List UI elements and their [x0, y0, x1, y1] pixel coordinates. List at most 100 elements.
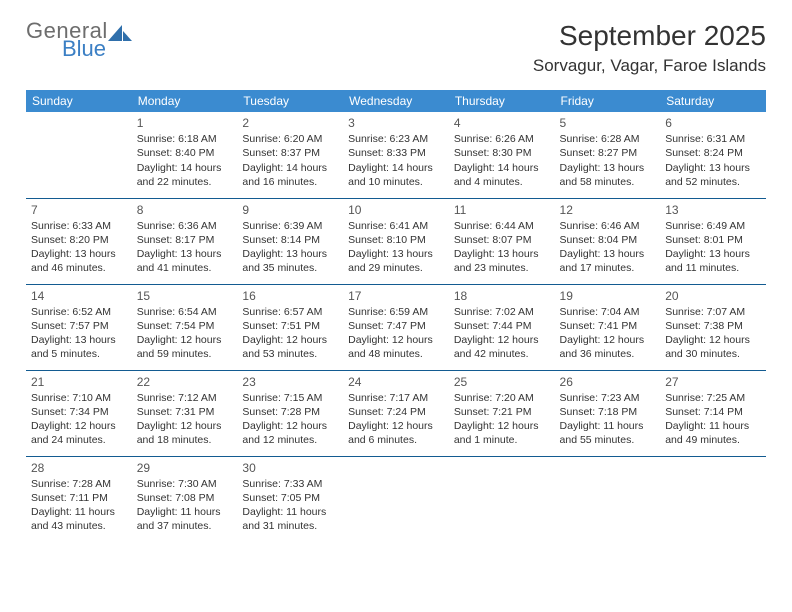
- calendar-day-cell: 29Sunrise: 7:30 AMSunset: 7:08 PMDayligh…: [132, 456, 238, 542]
- calendar-day-cell: 6Sunrise: 6:31 AMSunset: 8:24 PMDaylight…: [660, 112, 766, 198]
- sunset-text: Sunset: 8:20 PM: [31, 233, 127, 247]
- logo-line2: Blue: [62, 38, 108, 60]
- calendar-week-row: 14Sunrise: 6:52 AMSunset: 7:57 PMDayligh…: [26, 284, 766, 370]
- calendar-day-cell: 27Sunrise: 7:25 AMSunset: 7:14 PMDayligh…: [660, 370, 766, 456]
- daylight-text: Daylight: 12 hours and 53 minutes.: [242, 333, 338, 361]
- day-number: 25: [454, 374, 550, 390]
- sunset-text: Sunset: 7:28 PM: [242, 405, 338, 419]
- sunset-text: Sunset: 8:04 PM: [560, 233, 656, 247]
- day-number: 13: [665, 202, 761, 218]
- sunrise-text: Sunrise: 7:28 AM: [31, 477, 127, 491]
- calendar-week-row: 21Sunrise: 7:10 AMSunset: 7:34 PMDayligh…: [26, 370, 766, 456]
- day-number: 19: [560, 288, 656, 304]
- sunrise-text: Sunrise: 6:52 AM: [31, 305, 127, 319]
- sunrise-text: Sunrise: 6:46 AM: [560, 219, 656, 233]
- calendar-day-cell: 13Sunrise: 6:49 AMSunset: 8:01 PMDayligh…: [660, 198, 766, 284]
- calendar-day-cell: 19Sunrise: 7:04 AMSunset: 7:41 PMDayligh…: [555, 284, 661, 370]
- sunset-text: Sunset: 7:44 PM: [454, 319, 550, 333]
- sunset-text: Sunset: 7:31 PM: [137, 405, 233, 419]
- daylight-text: Daylight: 12 hours and 6 minutes.: [348, 419, 444, 447]
- calendar-day-cell: 25Sunrise: 7:20 AMSunset: 7:21 PMDayligh…: [449, 370, 555, 456]
- daylight-text: Daylight: 11 hours and 49 minutes.: [665, 419, 761, 447]
- calendar-day-cell: 1Sunrise: 6:18 AMSunset: 8:40 PMDaylight…: [132, 112, 238, 198]
- sunrise-text: Sunrise: 7:25 AM: [665, 391, 761, 405]
- logo-sail-icon: [108, 23, 134, 45]
- sunset-text: Sunset: 8:01 PM: [665, 233, 761, 247]
- sunset-text: Sunset: 7:21 PM: [454, 405, 550, 419]
- sunset-text: Sunset: 7:57 PM: [31, 319, 127, 333]
- daylight-text: Daylight: 11 hours and 31 minutes.: [242, 505, 338, 533]
- sunset-text: Sunset: 8:33 PM: [348, 146, 444, 160]
- month-title: September 2025: [533, 20, 766, 52]
- sunrise-text: Sunrise: 7:15 AM: [242, 391, 338, 405]
- day-number: 6: [665, 115, 761, 131]
- day-number: 20: [665, 288, 761, 304]
- day-number: 26: [560, 374, 656, 390]
- daylight-text: Daylight: 13 hours and 52 minutes.: [665, 161, 761, 189]
- day-number: 5: [560, 115, 656, 131]
- day-number: 22: [137, 374, 233, 390]
- daylight-text: Daylight: 11 hours and 55 minutes.: [560, 419, 656, 447]
- day-number: 16: [242, 288, 338, 304]
- calendar-day-cell: 23Sunrise: 7:15 AMSunset: 7:28 PMDayligh…: [237, 370, 343, 456]
- day-number: 17: [348, 288, 444, 304]
- calendar-day-cell: 14Sunrise: 6:52 AMSunset: 7:57 PMDayligh…: [26, 284, 132, 370]
- calendar-table: SundayMondayTuesdayWednesdayThursdayFrid…: [26, 90, 766, 542]
- daylight-text: Daylight: 13 hours and 23 minutes.: [454, 247, 550, 275]
- sunrise-text: Sunrise: 6:59 AM: [348, 305, 444, 319]
- calendar-week-row: 1Sunrise: 6:18 AMSunset: 8:40 PMDaylight…: [26, 112, 766, 198]
- calendar-day-cell: 11Sunrise: 6:44 AMSunset: 8:07 PMDayligh…: [449, 198, 555, 284]
- day-number: 12: [560, 202, 656, 218]
- calendar-week-row: 28Sunrise: 7:28 AMSunset: 7:11 PMDayligh…: [26, 456, 766, 542]
- daylight-text: Daylight: 14 hours and 4 minutes.: [454, 161, 550, 189]
- calendar-day-cell: 7Sunrise: 6:33 AMSunset: 8:20 PMDaylight…: [26, 198, 132, 284]
- calendar-day-cell: 30Sunrise: 7:33 AMSunset: 7:05 PMDayligh…: [237, 456, 343, 542]
- sunrise-text: Sunrise: 6:57 AM: [242, 305, 338, 319]
- sunset-text: Sunset: 8:30 PM: [454, 146, 550, 160]
- page-header: General Blue September 2025 Sorvagur, Va…: [26, 20, 766, 76]
- daylight-text: Daylight: 12 hours and 30 minutes.: [665, 333, 761, 361]
- sunset-text: Sunset: 7:54 PM: [137, 319, 233, 333]
- day-number: 23: [242, 374, 338, 390]
- sunrise-text: Sunrise: 6:33 AM: [31, 219, 127, 233]
- calendar-day-cell: 17Sunrise: 6:59 AMSunset: 7:47 PMDayligh…: [343, 284, 449, 370]
- weekday-header: Tuesday: [237, 90, 343, 112]
- daylight-text: Daylight: 12 hours and 12 minutes.: [242, 419, 338, 447]
- weekday-header: Friday: [555, 90, 661, 112]
- sunrise-text: Sunrise: 6:26 AM: [454, 132, 550, 146]
- calendar-day-cell: 12Sunrise: 6:46 AMSunset: 8:04 PMDayligh…: [555, 198, 661, 284]
- day-number: 8: [137, 202, 233, 218]
- sunset-text: Sunset: 8:14 PM: [242, 233, 338, 247]
- sunset-text: Sunset: 7:11 PM: [31, 491, 127, 505]
- day-number: 3: [348, 115, 444, 131]
- sunset-text: Sunset: 7:47 PM: [348, 319, 444, 333]
- sunrise-text: Sunrise: 7:23 AM: [560, 391, 656, 405]
- day-number: 18: [454, 288, 550, 304]
- weekday-header: Thursday: [449, 90, 555, 112]
- sunset-text: Sunset: 7:38 PM: [665, 319, 761, 333]
- calendar-day-cell: 8Sunrise: 6:36 AMSunset: 8:17 PMDaylight…: [132, 198, 238, 284]
- daylight-text: Daylight: 12 hours and 48 minutes.: [348, 333, 444, 361]
- sunrise-text: Sunrise: 6:39 AM: [242, 219, 338, 233]
- sunrise-text: Sunrise: 7:10 AM: [31, 391, 127, 405]
- sunrise-text: Sunrise: 6:36 AM: [137, 219, 233, 233]
- daylight-text: Daylight: 14 hours and 16 minutes.: [242, 161, 338, 189]
- sunrise-text: Sunrise: 7:33 AM: [242, 477, 338, 491]
- calendar-day-cell: 24Sunrise: 7:17 AMSunset: 7:24 PMDayligh…: [343, 370, 449, 456]
- sunset-text: Sunset: 7:05 PM: [242, 491, 338, 505]
- daylight-text: Daylight: 13 hours and 5 minutes.: [31, 333, 127, 361]
- sunrise-text: Sunrise: 7:17 AM: [348, 391, 444, 405]
- daylight-text: Daylight: 13 hours and 11 minutes.: [665, 247, 761, 275]
- sunset-text: Sunset: 7:41 PM: [560, 319, 656, 333]
- day-number: 30: [242, 460, 338, 476]
- sunrise-text: Sunrise: 6:54 AM: [137, 305, 233, 319]
- logo: General Blue: [26, 20, 134, 60]
- sunrise-text: Sunrise: 6:20 AM: [242, 132, 338, 146]
- sunrise-text: Sunrise: 7:30 AM: [137, 477, 233, 491]
- sunset-text: Sunset: 7:14 PM: [665, 405, 761, 419]
- sunrise-text: Sunrise: 7:20 AM: [454, 391, 550, 405]
- sunset-text: Sunset: 7:18 PM: [560, 405, 656, 419]
- day-number: 24: [348, 374, 444, 390]
- calendar-body: 1Sunrise: 6:18 AMSunset: 8:40 PMDaylight…: [26, 112, 766, 542]
- calendar-day-cell: 21Sunrise: 7:10 AMSunset: 7:34 PMDayligh…: [26, 370, 132, 456]
